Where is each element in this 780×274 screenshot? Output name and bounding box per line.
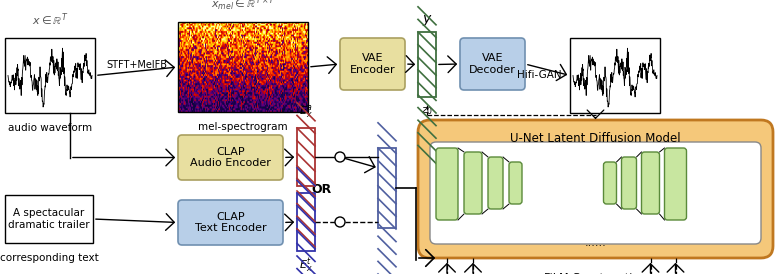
Text: $x \in \mathbb{R}^T$: $x \in \mathbb{R}^T$ — [32, 12, 68, 28]
Text: OR: OR — [312, 183, 332, 196]
Bar — [5, 38, 95, 113]
FancyBboxPatch shape — [665, 148, 686, 220]
FancyBboxPatch shape — [622, 157, 636, 209]
Text: A spectacular
dramatic trailer: A spectacular dramatic trailer — [8, 208, 90, 230]
Text: audio waveform: audio waveform — [8, 123, 92, 133]
FancyBboxPatch shape — [436, 148, 458, 220]
Text: VAE
Decoder: VAE Decoder — [469, 53, 516, 75]
Text: $z_0$: $z_0$ — [421, 105, 433, 117]
FancyBboxPatch shape — [641, 152, 660, 214]
Text: $E_x^t$: $E_x^t$ — [300, 256, 313, 274]
FancyBboxPatch shape — [178, 200, 283, 245]
Text: STFT+MelFB: STFT+MelFB — [106, 59, 167, 70]
FancyBboxPatch shape — [178, 135, 283, 180]
FancyBboxPatch shape — [460, 38, 525, 90]
Text: $x_{mel} \in \mathbb{R}^{T\times F}$: $x_{mel} \in \mathbb{R}^{T\times F}$ — [211, 0, 275, 13]
Bar — [418, 32, 436, 97]
Text: U-Net Latent Diffusion Model: U-Net Latent Diffusion Model — [510, 132, 681, 145]
Bar — [297, 193, 315, 251]
Text: VAE
Encoder: VAE Encoder — [349, 53, 395, 75]
FancyBboxPatch shape — [464, 152, 482, 214]
FancyBboxPatch shape — [509, 162, 522, 204]
FancyBboxPatch shape — [430, 142, 761, 244]
Text: CLAP
Audio Encoder: CLAP Audio Encoder — [190, 147, 271, 168]
Text: FiLM Cocatenation: FiLM Cocatenation — [544, 273, 647, 274]
FancyBboxPatch shape — [604, 162, 616, 204]
Bar — [5, 195, 93, 243]
FancyBboxPatch shape — [340, 38, 405, 90]
Bar — [378, 148, 396, 228]
Text: $E_x^a$: $E_x^a$ — [299, 103, 313, 120]
Text: mel-spectrogram: mel-spectrogram — [198, 122, 288, 132]
FancyBboxPatch shape — [418, 120, 773, 258]
Bar — [297, 128, 315, 186]
Text: corresponding text: corresponding text — [0, 253, 98, 263]
FancyBboxPatch shape — [488, 157, 503, 209]
Circle shape — [335, 152, 345, 162]
Bar — [570, 38, 660, 113]
Bar — [178, 22, 308, 112]
Text: ......: ...... — [585, 238, 606, 248]
Text: $y$: $y$ — [422, 13, 432, 27]
Circle shape — [335, 217, 345, 227]
Text: CLAP
Text Encoder: CLAP Text Encoder — [195, 212, 266, 233]
Text: Hifi-GAN: Hifi-GAN — [517, 70, 562, 81]
